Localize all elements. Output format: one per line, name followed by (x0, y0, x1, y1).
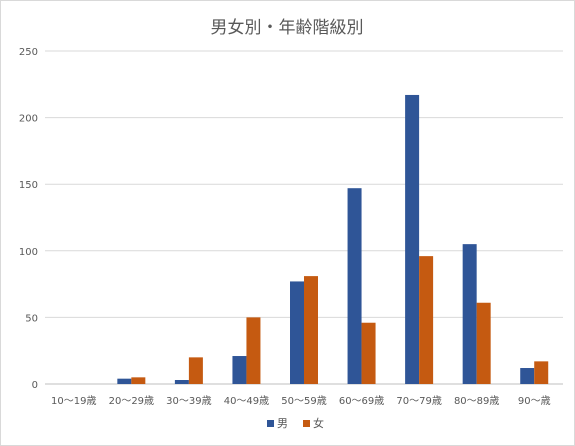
x-tick-label: 60～69歳 (339, 395, 384, 407)
bar-male (405, 94, 420, 385)
chart-title: 男女別・年齢階級別 (211, 18, 364, 38)
x-tick-label: 10～19歳 (51, 395, 96, 407)
bar-male (174, 380, 189, 384)
x-tick-label: 40～49歳 (224, 395, 269, 407)
x-tick-label: 20～29歳 (109, 395, 154, 407)
x-tick-label: 70～79歳 (396, 395, 441, 407)
legend-label: 男 (277, 417, 288, 430)
x-tick-label: 80～89歳 (454, 395, 499, 407)
bar-female (246, 317, 261, 384)
legend-label: 女 (313, 416, 324, 430)
bar-male (462, 244, 477, 384)
legend-swatch (303, 420, 310, 427)
y-tick-label: 100 (19, 247, 38, 258)
y-tick-label: 0 (32, 380, 38, 391)
bar-female (476, 302, 491, 384)
x-tick-label: 30～39歳 (166, 395, 211, 407)
x-tick-label: 90～歳 (518, 395, 551, 407)
bars (117, 94, 549, 385)
legend-swatch (267, 420, 274, 427)
bar-female (361, 322, 376, 384)
bar-male (520, 368, 535, 384)
bar-female (188, 357, 203, 384)
y-tick-label: 150 (19, 180, 38, 191)
bar-male (117, 378, 132, 384)
y-tick-label: 250 (19, 47, 38, 58)
bar-female (419, 256, 434, 384)
bar-female (131, 377, 146, 384)
bar-female (534, 361, 549, 384)
bar-male (290, 281, 304, 384)
y-tick-label: 50 (25, 313, 38, 324)
bar-male (347, 188, 362, 384)
bar-male (232, 356, 247, 384)
y-axis: 0 50 100 150 200 250 (19, 47, 38, 391)
legend: 男女 (267, 416, 324, 430)
y-tick-label: 200 (19, 114, 38, 125)
x-tick-label: 50～59歳 (281, 395, 326, 407)
x-axis: 10～19歳 20～29歳 30～39歳 40～49歳 50～59歳 60～69歳 70～7… (51, 395, 551, 407)
bar-female (304, 276, 318, 384)
